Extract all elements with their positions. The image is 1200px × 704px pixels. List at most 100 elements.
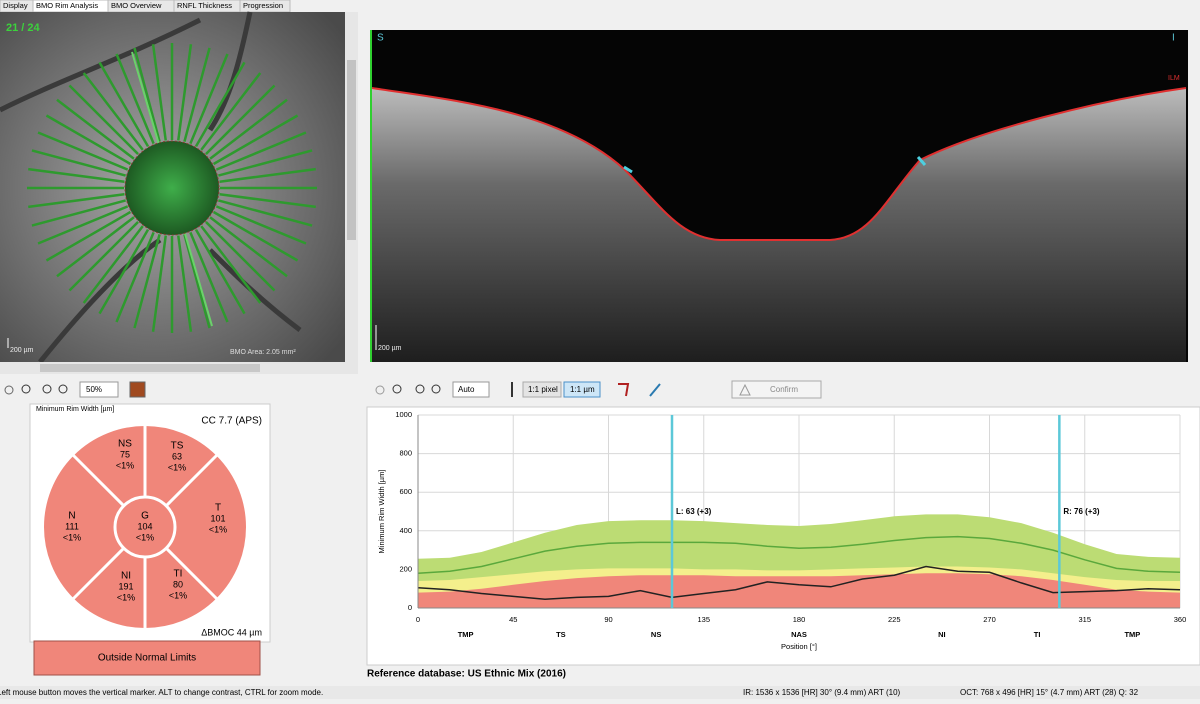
scan-ray: [98, 61, 150, 148]
sector-tick-label: TMP: [1124, 630, 1140, 639]
mode-select[interactable]: [452, 381, 490, 398]
sector-global: [113, 495, 177, 559]
sector-value: 191: [118, 581, 133, 591]
scan-ray: [177, 44, 193, 141]
scan-ray: [31, 149, 126, 177]
scan-ray: [37, 131, 129, 171]
sector-divider: [165, 453, 219, 507]
h-scroll-thumb[interactable]: [40, 364, 260, 372]
scan-ray: [183, 234, 211, 329]
warning-icon: [739, 383, 751, 396]
sector-tick-label: NS: [651, 630, 661, 639]
micron-label: 1:1 µm: [570, 385, 595, 394]
sector-tick-label: TS: [556, 630, 566, 639]
scan-ray: [115, 231, 155, 323]
zoom-out[interactable]: [58, 384, 68, 394]
x-tick-label: 135: [697, 615, 710, 624]
zoom-in[interactable]: [42, 384, 52, 394]
confirm-button[interactable]: [731, 380, 822, 399]
sector-divider: [165, 547, 219, 601]
tab-label: RNFL Thickness: [177, 1, 232, 10]
zoom-value: 50%: [86, 385, 102, 394]
image-mode[interactable]: [129, 381, 146, 398]
zoom-tool[interactable]: [392, 384, 402, 394]
tab-label: Progression: [243, 1, 283, 10]
sector-code: NI: [121, 571, 131, 582]
scan-ray: [82, 225, 144, 304]
tab-label: BMO Overview: [111, 1, 162, 10]
scan-ray: [215, 131, 307, 171]
mode-value: Auto: [458, 385, 475, 394]
zoom-select[interactable]: [79, 381, 119, 398]
optic-disc: [124, 140, 220, 236]
scan-ray: [183, 47, 211, 142]
series-line: [417, 535, 1181, 575]
y-tick-label: 200: [399, 564, 412, 573]
scan-ray: [194, 61, 246, 148]
cc-value: CC 7.7 (APS): [201, 416, 262, 427]
sector-value: 111: [65, 521, 79, 531]
y-axis-label: Minimum Rim Width [µm]: [377, 470, 386, 554]
sector-divider: [71, 547, 125, 601]
edit-tool[interactable]: [618, 383, 630, 397]
marker-label: R: 76 (+3): [1063, 507, 1100, 516]
scan-ray: [151, 44, 167, 141]
y-tick-label: 0: [408, 603, 412, 612]
scan-ray: [205, 84, 276, 155]
tab-strip: [0, 0, 1200, 12]
bmo-point: [623, 165, 633, 174]
sector-pct: <1%: [169, 590, 187, 600]
orientation-left: S: [377, 33, 384, 44]
sector-tick-label: TMP: [458, 630, 474, 639]
status-ir: IR: 1536 x 1536 [HR] 30° (9.4 mm) ART (1…: [743, 688, 901, 697]
scan-ray: [205, 221, 276, 292]
x-axis-label: Position [°]: [781, 642, 817, 651]
scan-ray: [98, 228, 150, 315]
scan-ray: [56, 98, 135, 160]
reference-database: Reference database: US Ethnic Mix (2016): [367, 669, 566, 680]
scroll-thumb[interactable]: [347, 60, 356, 240]
toolbar-left: 50%: [4, 381, 146, 398]
y-tick-label: 400: [399, 526, 412, 535]
sector-value: 104: [137, 521, 152, 531]
zoom-tool[interactable]: [21, 384, 31, 394]
bmo-area: BMO Area: 2.05 mm²: [230, 349, 296, 356]
pan-tool[interactable]: [375, 385, 385, 395]
scan-ray: [212, 114, 299, 166]
sector-code: NS: [118, 439, 132, 450]
zoom-in[interactable]: [415, 384, 425, 394]
scan-ray: [215, 205, 307, 245]
sector-tick-label: NI: [938, 630, 946, 639]
vessels: [0, 11, 302, 364]
zoom-out[interactable]: [431, 384, 441, 394]
sector-pct: <1%: [117, 592, 135, 602]
sector-title: Minimum Rim Width [µm]: [36, 406, 114, 413]
scan-ray: [56, 216, 135, 278]
bmo-point: [916, 156, 927, 166]
scan-ray: [219, 167, 316, 183]
classification: Outside Normal Limits: [98, 653, 196, 664]
y-tick-label: 1000: [395, 410, 412, 419]
scan-ray: [133, 47, 161, 142]
sector-code: T: [215, 503, 221, 514]
scan-ray: [219, 193, 316, 209]
x-tick-label: 90: [604, 615, 612, 624]
sector-pct: <1%: [63, 532, 81, 542]
marker-label: L: 63 (+3): [676, 507, 712, 516]
ilm-line: [371, 87, 1187, 241]
x-tick-label: 45: [509, 615, 517, 624]
sector-value: 63: [172, 451, 182, 461]
status-oct: OCT: 768 x 496 [HR] 15° (4.7 mm) ART (28…: [960, 688, 1139, 697]
scan-ray: [200, 225, 262, 304]
pixel-button[interactable]: [522, 381, 562, 398]
confirm-label: Confirm: [770, 385, 798, 394]
measure-tool[interactable]: [649, 383, 661, 397]
micron-button[interactable]: [563, 381, 601, 398]
pan-tool[interactable]: [4, 385, 14, 395]
scan-ray: [177, 235, 193, 332]
pixel-label: 1:1 pixel: [528, 385, 558, 394]
tab-label: Display: [3, 1, 28, 10]
scan-ray: [82, 72, 144, 151]
